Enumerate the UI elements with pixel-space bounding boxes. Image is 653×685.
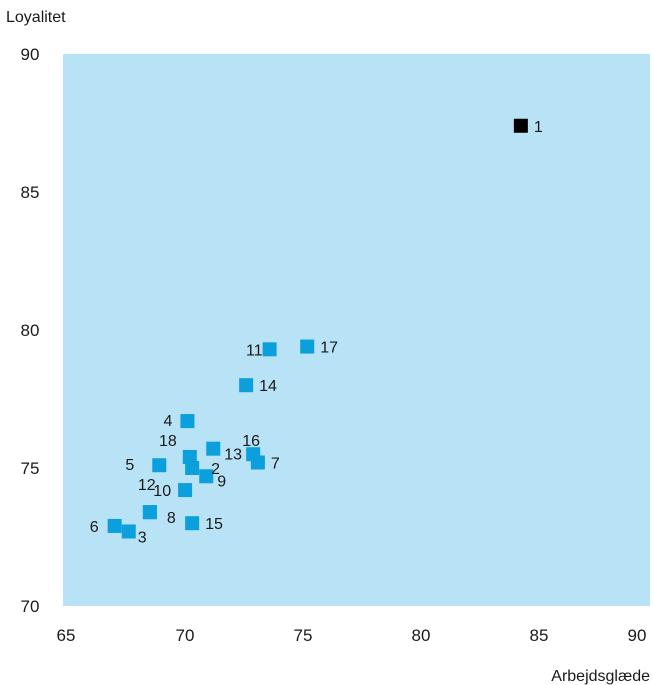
- point-label-11: 11: [246, 342, 263, 359]
- x-tick-label: 70: [176, 626, 195, 645]
- plot-area: [63, 54, 650, 606]
- data-point-18: [182, 449, 197, 464]
- y-tick-label: 85: [21, 183, 40, 202]
- data-point-15: [185, 516, 200, 531]
- data-point-10: [178, 483, 193, 498]
- data-point-14: [239, 378, 254, 393]
- x-axis-label: Arbejdsglæde: [551, 668, 650, 685]
- point-label-2: 2: [211, 461, 220, 478]
- data-points: [107, 118, 528, 539]
- x-tick-label: 80: [412, 626, 431, 645]
- data-point-13: [206, 441, 221, 456]
- data-point-11: [262, 342, 277, 357]
- y-axis-ticks: 90 85 80 75 70: [21, 45, 40, 616]
- data-point-3: [121, 524, 136, 539]
- point-label-10: 10: [153, 483, 171, 500]
- x-axis-ticks: 65 70 75 80 85 90: [57, 626, 647, 645]
- y-tick-label: 70: [21, 597, 40, 616]
- x-tick-label: 75: [294, 626, 313, 645]
- y-tick-label: 80: [21, 321, 40, 340]
- point-label-16: 16: [242, 433, 260, 450]
- point-label-12: 12: [138, 477, 156, 494]
- data-point-1: [513, 118, 528, 133]
- point-label-1: 1: [534, 119, 543, 136]
- y-tick-label: 90: [21, 45, 40, 64]
- data-point-6: [107, 518, 122, 533]
- data-point-12: [142, 505, 157, 520]
- point-label-15: 15: [205, 516, 223, 533]
- data-point-4: [180, 414, 195, 429]
- data-point-5: [152, 458, 167, 473]
- x-tick-label: 85: [530, 626, 549, 645]
- point-label-5: 5: [125, 457, 134, 474]
- y-tick-label: 75: [21, 459, 40, 478]
- data-point-16: [246, 447, 261, 462]
- point-label-13: 13: [224, 447, 242, 464]
- point-label-14: 14: [259, 378, 277, 395]
- point-label-7: 7: [271, 455, 280, 472]
- point-label-18: 18: [159, 433, 177, 450]
- x-tick-label: 90: [628, 626, 647, 645]
- data-point-9: [199, 469, 214, 484]
- point-label-3: 3: [138, 529, 147, 546]
- data-point-17: [300, 339, 315, 354]
- point-label-6: 6: [90, 519, 99, 536]
- point-label-17: 17: [320, 340, 338, 357]
- point-label-9: 9: [217, 473, 226, 490]
- point-label-8: 8: [167, 510, 176, 527]
- x-tick-label: 65: [57, 626, 76, 645]
- data-point-2: [185, 461, 200, 475]
- y-axis-label: Loyalitet: [6, 9, 66, 26]
- point-label-4: 4: [164, 413, 173, 430]
